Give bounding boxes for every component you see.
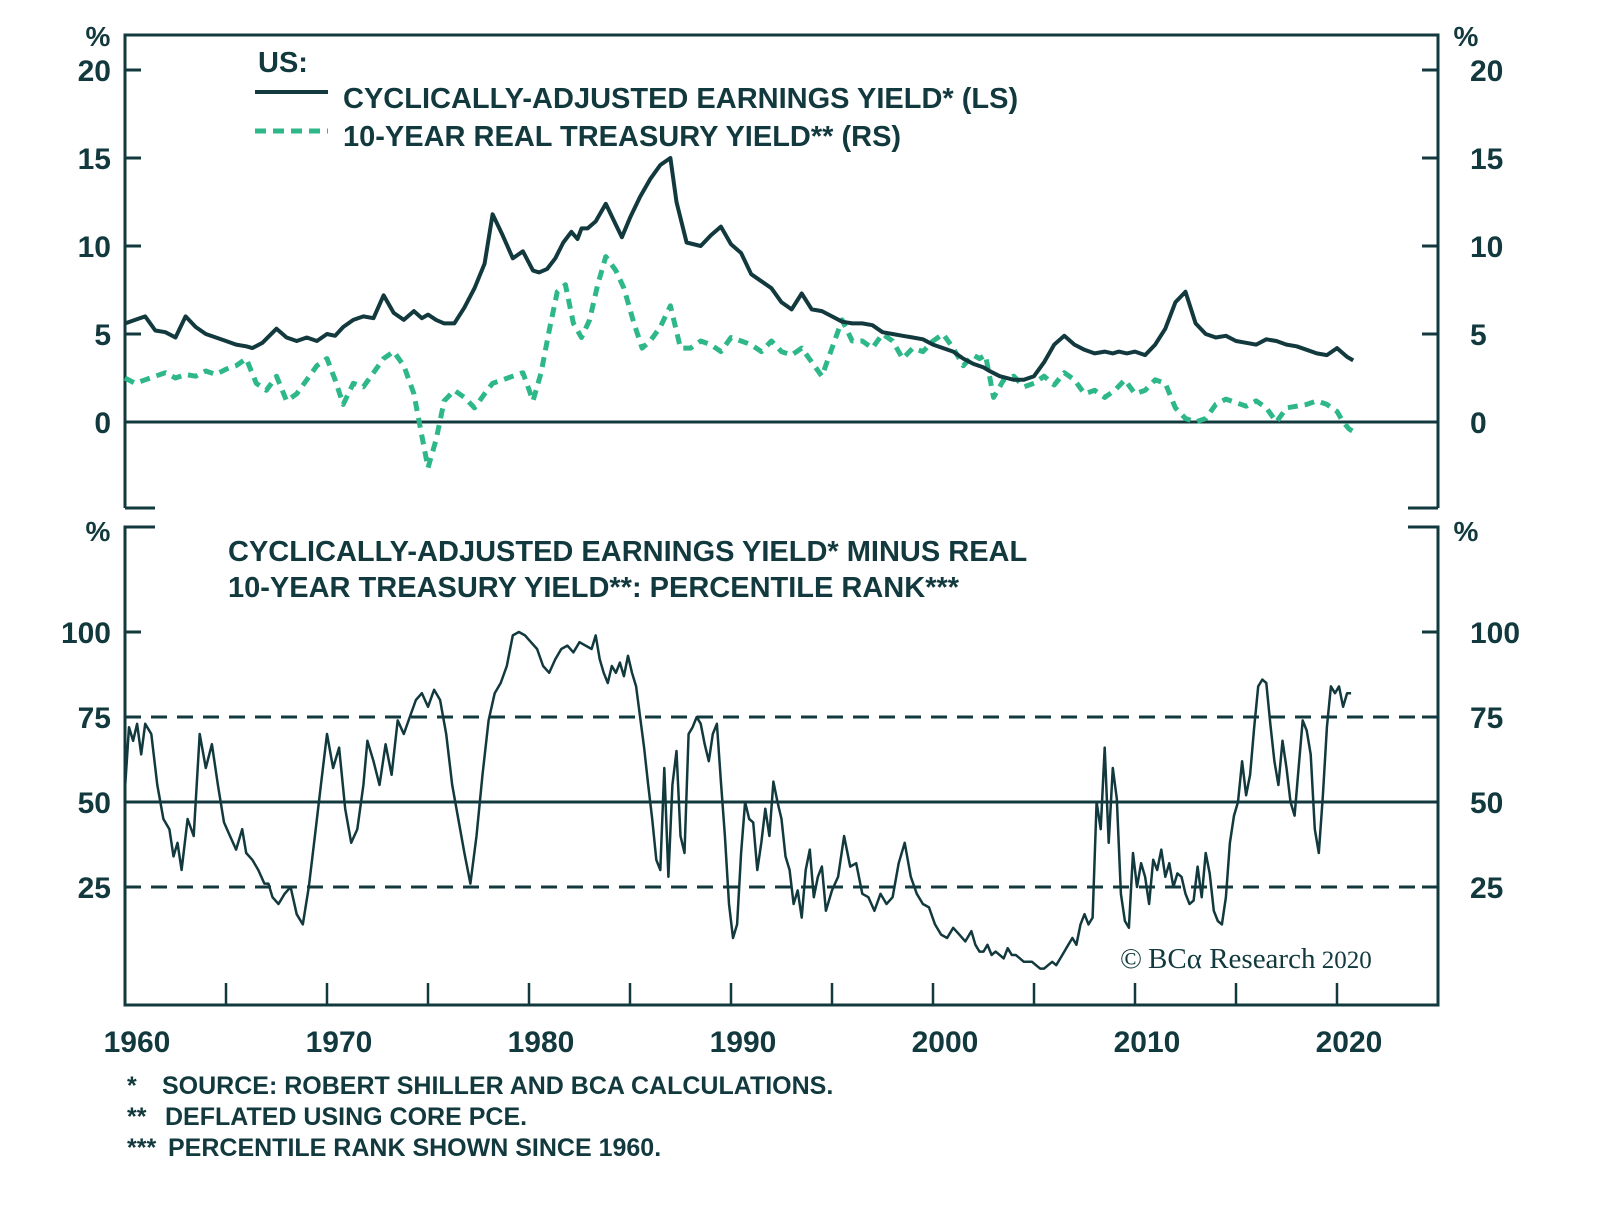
- copyright-brand: BCα: [1148, 943, 1202, 975]
- bottom-right-tick-label: 25: [1470, 872, 1503, 905]
- footnote-text-3: PERCENTILE RANK SHOWN SINCE 1960.: [168, 1134, 661, 1162]
- bottom-right-unit: %: [1454, 516, 1479, 547]
- x-tick-label: 2020: [1316, 1026, 1383, 1059]
- copyright-rest: Research: [1202, 943, 1316, 975]
- top-panel-frame: [123, 33, 1440, 508]
- footnotes: * SOURCE: ROBERT SHILLER AND BCA CALCULA…: [127, 1072, 833, 1162]
- top-left-tick-label: 20: [78, 55, 111, 88]
- bottom-left-tick-label: 50: [78, 787, 111, 820]
- copyright: © BCα Research 2020: [1120, 943, 1372, 975]
- bottom-left-tick-label: 100: [61, 617, 111, 650]
- top-left-tick-label: 0: [94, 407, 111, 440]
- x-tick-label: 2010: [1114, 1026, 1181, 1059]
- legend-header: US:: [258, 47, 308, 79]
- footnote-mark-3: ***: [127, 1134, 156, 1162]
- series-earnings-yield: [124, 156, 1355, 382]
- legend-entry-real-treasury: 10-YEAR REAL TREASURY YIELD** (RS): [343, 121, 901, 153]
- chart-frames: [123, 33, 1440, 1007]
- footnote-text-1: SOURCE: ROBERT SHILLER AND BCA CALCULATI…: [162, 1072, 833, 1100]
- footnote-mark-2: **: [127, 1103, 147, 1131]
- legend-entry-earnings-yield: CYCLICALLY-ADJUSTED EARNINGS YIELD* (LS): [343, 83, 1018, 115]
- x-tick-label: 1980: [508, 1026, 575, 1059]
- reference-lines: [125, 715, 1438, 889]
- legend: US: CYCLICALLY-ADJUSTED EARNINGS YIELD* …: [255, 47, 1018, 153]
- top-right-tick-label: 0: [1470, 407, 1487, 440]
- footnote-mark-1: *: [127, 1072, 137, 1100]
- top-right-tick-label: 20: [1470, 55, 1503, 88]
- bottom-panel-frame: [123, 525, 1440, 1007]
- bottom-title-line2: 10-YEAR TREASURY YIELD**: PERCENTILE RAN…: [228, 572, 960, 604]
- bottom-left-tick-label: 25: [78, 872, 111, 905]
- bottom-y-ticks: 25 25 50 50 75 75 100 100: [61, 617, 1520, 905]
- copyright-year: 2020: [1315, 947, 1371, 974]
- bottom-left-tick-label: 75: [78, 702, 111, 735]
- bottom-title-line1: CYCLICALLY-ADJUSTED EARNINGS YIELD* MINU…: [228, 536, 1027, 568]
- top-y-ticks: 0 0 5 5 10 10 15 15 20 20: [78, 55, 1504, 440]
- copyright-symbol: ©: [1120, 943, 1142, 975]
- top-right-tick-label: 5: [1470, 319, 1487, 352]
- top-left-tick-label: 10: [78, 231, 111, 264]
- top-right-tick-label: 10: [1470, 231, 1503, 264]
- bottom-right-tick-label: 50: [1470, 787, 1503, 820]
- x-tick-label: 1990: [710, 1026, 777, 1059]
- x-tick-label: 1960: [104, 1026, 171, 1059]
- top-left-tick-label: 5: [94, 319, 111, 352]
- series-percentile-rank: [123, 630, 1352, 970]
- bottom-right-tick-label: 100: [1470, 617, 1520, 650]
- top-left-tick-label: 15: [78, 143, 111, 176]
- bottom-series: [123, 630, 1352, 970]
- series-real-treasury-yield: [123, 254, 1357, 471]
- footnote-text-2: DEFLATED USING CORE PCE.: [165, 1103, 527, 1131]
- x-tick-label: 2000: [912, 1026, 979, 1059]
- bottom-right-tick-label: 75: [1470, 702, 1503, 735]
- top-left-unit: %: [86, 21, 111, 52]
- top-right-tick-label: 15: [1470, 143, 1503, 176]
- x-ticks: 1960 1970 1980 1990 2000 2010 2020: [104, 983, 1383, 1059]
- top-series: [123, 156, 1357, 471]
- top-right-unit: %: [1454, 21, 1479, 52]
- x-tick-label: 1970: [306, 1026, 373, 1059]
- bottom-left-unit: %: [86, 516, 111, 547]
